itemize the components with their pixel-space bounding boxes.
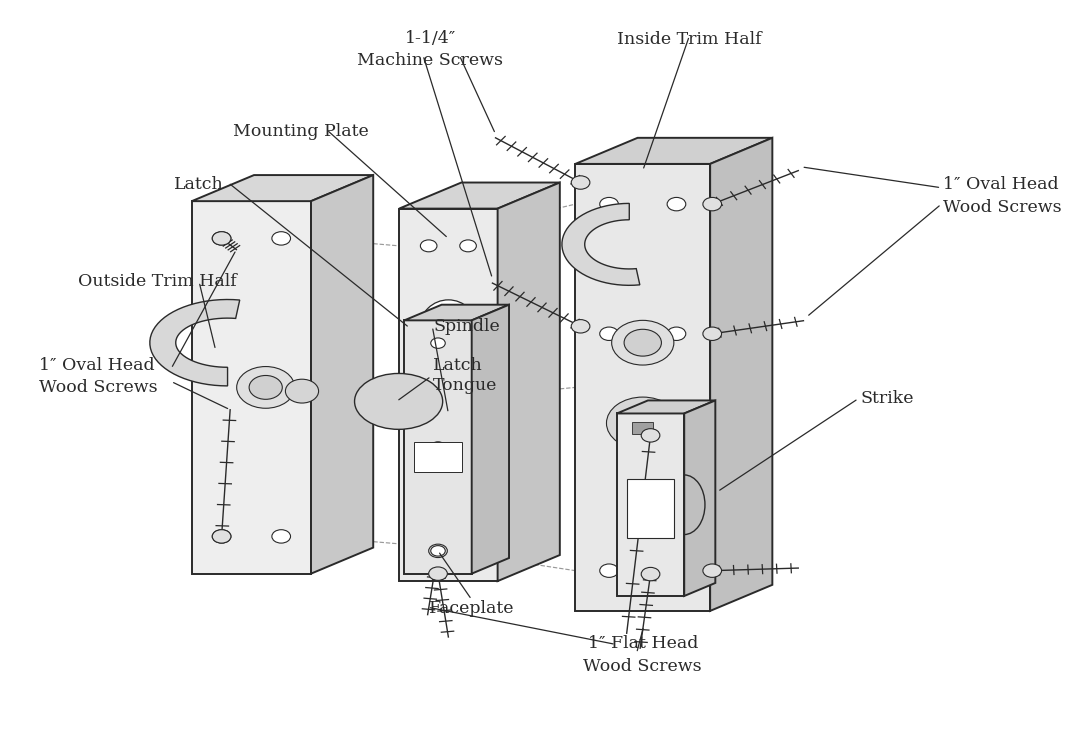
Circle shape (420, 538, 437, 550)
Circle shape (642, 568, 660, 581)
Circle shape (599, 564, 619, 577)
Circle shape (213, 530, 231, 543)
Circle shape (460, 352, 476, 364)
Polygon shape (192, 175, 374, 201)
Text: Outside Trim Half: Outside Trim Half (78, 273, 237, 290)
Text: Inside Trim Half: Inside Trim Half (617, 31, 761, 48)
Circle shape (431, 338, 445, 349)
Circle shape (431, 545, 445, 556)
Text: 1″ Oval Head: 1″ Oval Head (944, 177, 1059, 193)
Polygon shape (498, 183, 559, 581)
Circle shape (624, 329, 661, 356)
Circle shape (599, 197, 619, 211)
Polygon shape (404, 320, 472, 574)
Circle shape (249, 375, 282, 399)
Polygon shape (617, 413, 685, 596)
Circle shape (599, 327, 619, 340)
Polygon shape (404, 305, 509, 320)
Circle shape (607, 397, 679, 449)
Circle shape (703, 327, 721, 340)
Circle shape (703, 564, 721, 577)
Circle shape (667, 197, 686, 211)
Circle shape (643, 429, 659, 441)
Circle shape (642, 428, 660, 442)
Circle shape (703, 197, 721, 211)
Text: 1-1/4″: 1-1/4″ (405, 30, 456, 47)
Ellipse shape (420, 300, 477, 356)
Circle shape (667, 327, 686, 340)
Circle shape (272, 530, 291, 543)
Circle shape (620, 407, 665, 440)
Bar (627, 479, 674, 538)
Circle shape (429, 544, 447, 557)
Ellipse shape (354, 373, 443, 429)
Polygon shape (711, 138, 772, 611)
Polygon shape (576, 164, 711, 611)
Circle shape (643, 568, 659, 580)
Text: Tongue: Tongue (433, 378, 498, 394)
Text: 1″ Oval Head: 1″ Oval Head (39, 357, 156, 373)
Polygon shape (576, 138, 772, 164)
Bar (633, 422, 653, 434)
Polygon shape (562, 203, 639, 285)
Circle shape (420, 240, 437, 252)
Text: 1″ Flat Head: 1″ Flat Head (588, 635, 698, 653)
Circle shape (213, 530, 231, 543)
Text: Latch: Latch (433, 357, 483, 373)
Circle shape (571, 320, 590, 333)
Text: Wood Screws: Wood Screws (39, 379, 158, 396)
Polygon shape (617, 401, 715, 413)
Circle shape (213, 232, 231, 245)
Polygon shape (400, 209, 498, 581)
Text: Latch: Latch (174, 176, 224, 193)
Circle shape (422, 395, 474, 432)
Polygon shape (192, 201, 311, 574)
Text: Machine Screws: Machine Screws (357, 52, 503, 69)
Circle shape (213, 232, 231, 245)
Circle shape (460, 240, 476, 252)
Bar (415, 442, 461, 472)
Circle shape (611, 320, 674, 365)
Circle shape (237, 367, 295, 408)
Text: Wood Screws: Wood Screws (583, 658, 702, 675)
Circle shape (431, 442, 445, 452)
Text: Wood Screws: Wood Screws (944, 199, 1062, 215)
Circle shape (272, 232, 291, 245)
Text: Mounting Plate: Mounting Plate (233, 123, 368, 140)
Polygon shape (400, 183, 559, 209)
Circle shape (460, 538, 476, 550)
Polygon shape (150, 299, 240, 386)
Circle shape (667, 564, 686, 577)
Text: Strike: Strike (861, 390, 914, 407)
Circle shape (429, 567, 447, 580)
Text: Spindle: Spindle (433, 318, 500, 335)
Polygon shape (472, 305, 509, 574)
Circle shape (571, 176, 590, 189)
Polygon shape (685, 401, 715, 596)
Text: Faceplate: Faceplate (429, 600, 514, 617)
Circle shape (285, 379, 319, 403)
Polygon shape (311, 175, 374, 574)
Circle shape (420, 352, 437, 364)
